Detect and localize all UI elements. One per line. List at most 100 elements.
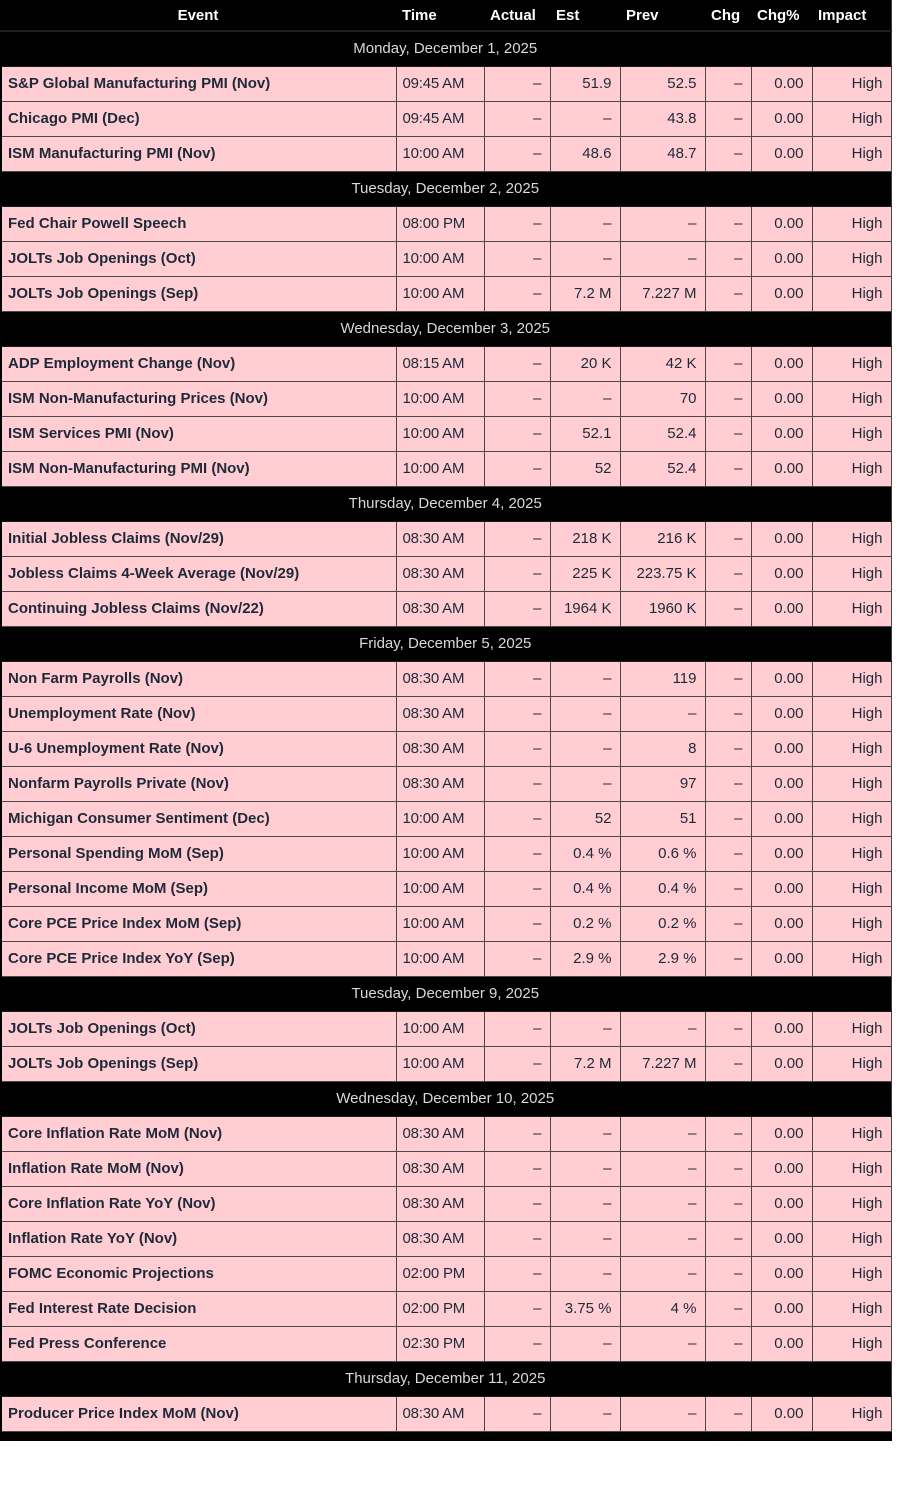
chg-pct-cell: 0.00 [750,765,813,802]
actual-cell: – [483,1150,551,1187]
column-header-event: Event [1,0,396,32]
time-cell: 10:00 AM [395,905,485,942]
impact-cell: High [811,1325,892,1362]
table-row: JOLTs Job Openings (Oct) 10:00 AM – – – –0.00… [0,1010,892,1047]
prev-cell: – [619,1010,706,1047]
prev-cell: – [619,695,706,732]
event-cell: U-6 Unemployment Rate (Nov) [0,730,397,767]
actual-cell: – [483,660,551,697]
time-cell: 10:00 AM [395,240,485,277]
table-row: Core PCE Price Index MoM (Sep) 10:00 AM –0… [0,905,892,942]
actual-cell: – [483,65,551,102]
chg-pct-cell: 0.00 [750,695,813,732]
chg-pct-cell: 0.00 [750,450,813,487]
prev-cell: 52.4 [619,415,706,452]
impact-cell: High [811,835,892,872]
prev-cell: – [619,205,706,242]
table-row: Core PCE Price Index YoY (Sep) 10:00 AM –2… [0,940,892,977]
impact-cell: High [811,100,892,137]
date-header: Tuesday, December 2, 2025 [1,170,891,207]
column-header-actual: Actual [484,0,550,32]
chg-pct-cell: 0.00 [750,1290,813,1327]
table-row: U-6 Unemployment Rate (Nov) 08:30 AM – –8–0… [0,730,892,767]
est-cell: 225 K [549,555,621,592]
chg-pct-cell: 0.00 [750,205,813,242]
est-cell: 0.4 % [549,835,621,872]
actual-cell: – [483,1255,551,1292]
prev-cell: 4 % [619,1290,706,1327]
date-header: Wednesday, December 3, 2025 [1,310,891,347]
table-row: JOLTs Job Openings (Oct) 10:00 AM – – – –0.00… [0,240,892,277]
prev-cell: 0.2 % [619,905,706,942]
actual-cell: – [483,1115,551,1152]
chg-pct-cell: 0.00 [750,1255,813,1292]
actual-cell: – [483,135,551,172]
chg-pct-cell: 0.00 [750,415,813,452]
impact-cell: High [811,590,892,627]
chg-cell: – [704,1115,752,1152]
chg-cell: – [704,1255,752,1292]
est-cell: 7.2 M [549,1045,621,1082]
table-header: Event Time Actual Est Prev Chg Chg% Impa… [1,0,891,32]
chg-pct-cell: 0.00 [750,520,813,557]
event-cell: Inflation Rate YoY (Nov) [0,1220,397,1257]
time-cell: 08:30 AM [395,730,485,767]
actual-cell: – [483,520,551,557]
impact-cell: High [811,905,892,942]
event-cell: Fed Chair Powell Speech [0,205,397,242]
prev-cell: – [619,1185,706,1222]
chg-cell: – [704,590,752,627]
event-cell: FOMC Economic Projections [0,1255,397,1292]
impact-cell: High [811,1045,892,1082]
date-header: Tuesday, December 9, 2025 [1,975,891,1012]
chg-pct-cell: 0.00 [750,1325,813,1362]
chg-cell: – [704,835,752,872]
chg-cell: – [704,380,752,417]
est-cell: – [549,1220,621,1257]
chg-pct-cell: 0.00 [750,800,813,837]
time-cell: 10:00 AM [395,380,485,417]
time-cell: 10:00 AM [395,415,485,452]
table-row: Michigan Consumer Sentiment (Dec) 10:00 A… [0,800,892,837]
column-header-impact: Impact [812,0,891,32]
chg-cell: – [704,275,752,312]
chg-cell: – [704,65,752,102]
time-cell: 08:30 AM [395,1115,485,1152]
time-cell: 10:00 AM [395,1010,485,1047]
actual-cell: – [483,940,551,977]
actual-cell: – [483,450,551,487]
impact-cell: High [811,870,892,907]
impact-cell: High [811,800,892,837]
est-cell: 48.6 [549,135,621,172]
date-header: Monday, December 1, 2025 [1,30,891,67]
time-cell: 10:00 AM [395,135,485,172]
table-row: ADP Employment Change (Nov) 08:15 AM –20 K… [0,345,892,382]
chg-pct-cell: 0.00 [750,380,813,417]
event-cell: JOLTs Job Openings (Oct) [0,1010,397,1047]
impact-cell: High [811,730,892,767]
actual-cell: – [483,695,551,732]
prev-cell: 48.7 [619,135,706,172]
chg-cell: – [704,870,752,907]
time-cell: 08:30 AM [395,695,485,732]
est-cell: – [549,240,621,277]
actual-cell: – [483,730,551,767]
chg-cell: – [704,1395,752,1432]
actual-cell: – [483,380,551,417]
time-cell: 08:15 AM [395,345,485,382]
time-cell: 08:00 PM [395,205,485,242]
chg-cell: – [704,905,752,942]
event-cell: Producer Price Index MoM (Nov) [0,1395,397,1432]
table-row: Fed Interest Rate Decision 02:00 PM –3.75 … [0,1290,892,1327]
est-cell: – [549,1185,621,1222]
est-cell: – [549,660,621,697]
table-row: S&P Global Manufacturing PMI (Nov) 09:45 … [0,65,892,102]
event-cell: Unemployment Rate (Nov) [0,695,397,732]
prev-cell: 52.5 [619,65,706,102]
impact-cell: High [811,1150,892,1187]
date-header: Thursday, December 4, 2025 [1,485,891,522]
impact-cell: High [811,520,892,557]
column-header-chgpct: Chg% [751,0,812,32]
impact-cell: High [811,415,892,452]
prev-cell: – [619,1255,706,1292]
